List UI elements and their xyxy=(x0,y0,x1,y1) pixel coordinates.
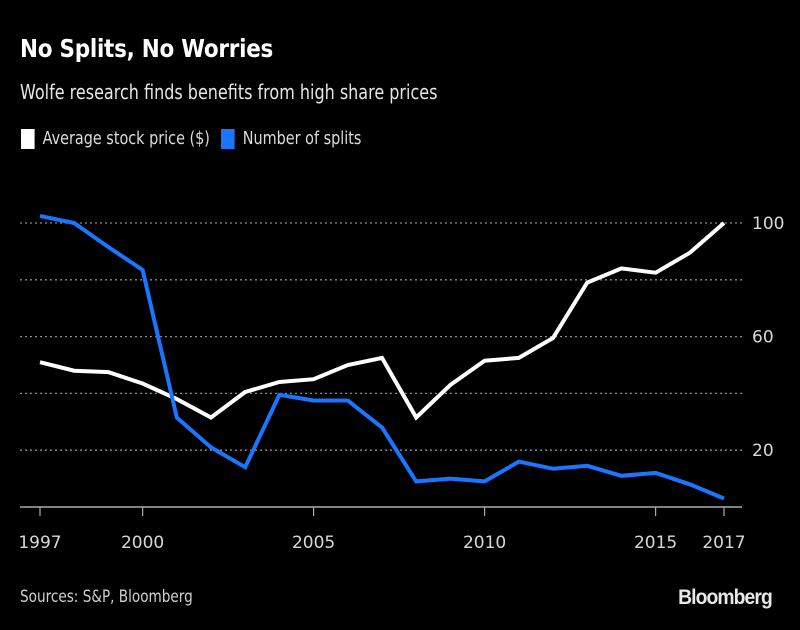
x-tick-label-2000: 2000 xyxy=(121,533,164,553)
bloomberg-logo: Bloomberg xyxy=(678,586,773,609)
series-line-number-of-splits xyxy=(39,213,725,501)
legend-swatch-average-stock-price xyxy=(21,128,35,149)
x-tick-label-2015: 2015 xyxy=(634,533,677,553)
y-tick-label-60: 60 xyxy=(752,328,774,348)
x-tick-label-2017: 2017 xyxy=(702,533,745,553)
legend-label-number-of-splits: Number of splits xyxy=(242,128,362,149)
x-tick-label-2010: 2010 xyxy=(463,533,506,553)
legend-item-average-stock-price: Average stock price ($) xyxy=(21,128,210,149)
legend-item-number-of-splits: Number of splits xyxy=(221,128,361,149)
legend-label-average-stock-price: Average stock price ($) xyxy=(42,128,210,149)
x-tick-label-2005: 2005 xyxy=(292,533,335,553)
source-note: Sources: S&P, Bloomberg xyxy=(20,587,193,607)
legend: Average stock price ($) Number of splits xyxy=(21,128,373,149)
chart-title: No Splits, No Worries xyxy=(20,34,274,63)
legend-swatch-number-of-splits xyxy=(221,128,235,149)
y-tick-label-20: 20 xyxy=(752,441,774,461)
series-line-average-stock-price xyxy=(39,221,726,421)
chart-subtitle: Wolfe research finds benefits from high … xyxy=(20,80,438,104)
y-tick-label-100: 100 xyxy=(752,214,784,234)
x-tick-label-1997: 1997 xyxy=(18,533,61,553)
